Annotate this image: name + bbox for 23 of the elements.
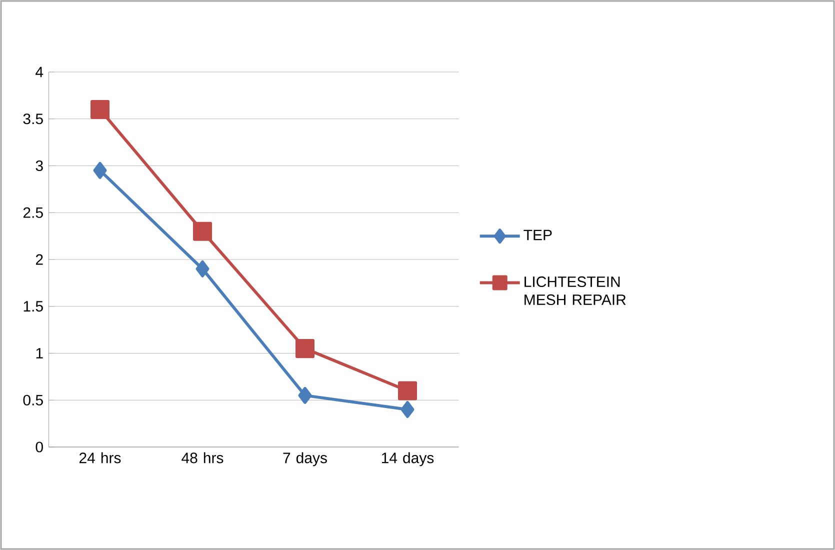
y-tick-label: 4 [36, 66, 44, 78]
x-tick-label: 24 hrs [79, 452, 121, 464]
x-tick-label: 48 hrs [182, 452, 224, 464]
point [296, 339, 315, 358]
x-tick-label: 7 days [283, 452, 327, 466]
legend-label: TEP [524, 230, 552, 240]
point [398, 381, 417, 400]
y-tick-label: 2 [36, 254, 43, 265]
y-tick-label: 3 [36, 160, 43, 172]
point [193, 222, 212, 241]
y-tick-label: 0 [36, 442, 43, 452]
x-tick-label: 14 days [382, 452, 434, 466]
point [196, 260, 210, 278]
y-tick-label: 1 [36, 348, 43, 358]
point [90, 100, 110, 119]
y-tick-label: 2.5 [23, 207, 43, 218]
point [298, 386, 312, 404]
y-tick-label: 0.5 [23, 394, 43, 406]
point [400, 401, 414, 418]
legend-label: LICHTESTEIN MESH REPAIR [524, 276, 626, 306]
y-tick-label: 3.5 [23, 114, 43, 124]
y-tick-label: 1.5 [24, 301, 43, 312]
point [93, 162, 107, 179]
